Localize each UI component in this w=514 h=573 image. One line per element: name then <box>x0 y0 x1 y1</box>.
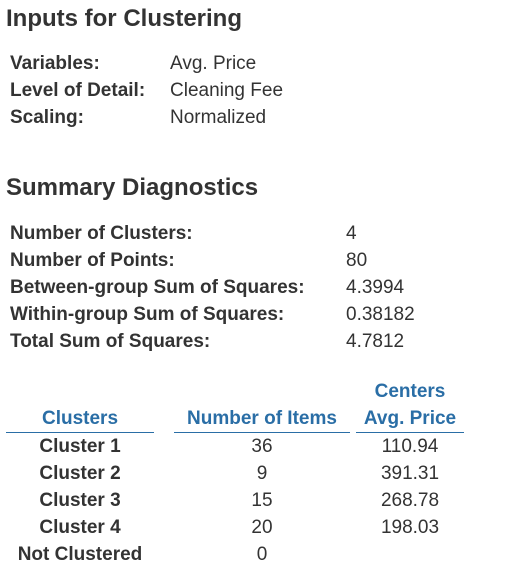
summary-row-number-of-clusters: Number of Clusters: 4 <box>10 220 415 247</box>
summary-value: 80 <box>346 250 368 271</box>
table-row: Cluster 4 20 198.03 <box>6 514 464 541</box>
cluster-items: 0 <box>256 544 268 565</box>
table-row: Cluster 1 36 110.94 <box>6 433 464 461</box>
cluster-items: 36 <box>251 436 273 457</box>
summary-label: Number of Points: <box>10 250 175 271</box>
inputs-value: Cleaning Fee <box>170 80 284 101</box>
inputs-value: Avg. Price <box>170 53 257 74</box>
summary-row-total-ss: Total Sum of Squares: 4.7812 <box>10 328 415 355</box>
summary-label: Between-group Sum of Squares: <box>10 277 305 298</box>
cluster-name: Cluster 3 <box>39 490 121 511</box>
cluster-center: 198.03 <box>380 517 440 538</box>
inputs-label: Level of Detail: <box>10 80 146 101</box>
cluster-center <box>356 541 464 568</box>
summary-row-between-group-ss: Between-group Sum of Squares: 4.3994 <box>10 274 415 301</box>
cluster-center: 391.31 <box>380 463 440 484</box>
clusters-group-header-row: Centers <box>6 378 464 405</box>
summary-value: 4.7812 <box>346 331 405 352</box>
inputs-label: Variables: <box>10 53 100 74</box>
clusters-table: Centers Clusters Number of Items Avg. Pr… <box>6 378 464 568</box>
cluster-name: Not Clustered <box>17 544 143 565</box>
number-of-items-column-header: Number of Items <box>174 405 350 433</box>
summary-label: Number of Clusters: <box>10 223 193 244</box>
summary-label: Total Sum of Squares: <box>10 331 211 352</box>
cluster-center: 268.78 <box>380 490 440 511</box>
summary-row-within-group-ss: Within-group Sum of Squares: 0.38182 <box>10 301 415 328</box>
inputs-row-level-of-detail: Level of Detail: Cleaning Fee <box>10 77 283 104</box>
cluster-name: Cluster 2 <box>39 463 121 484</box>
inputs-row-scaling: Scaling: Normalized <box>10 104 283 131</box>
summary-title: Summary Diagnostics <box>6 174 259 201</box>
cluster-name: Cluster 4 <box>39 517 121 538</box>
table-row: Cluster 2 9 391.31 <box>6 460 464 487</box>
clusters-column-header: Clusters <box>6 405 154 433</box>
inputs-value: Normalized <box>170 107 267 128</box>
centers-group-header: Centers <box>374 381 446 402</box>
inputs-table: Variables: Avg. Price Level of Detail: C… <box>10 50 283 131</box>
clusters-header-row: Clusters Number of Items Avg. Price <box>6 405 464 433</box>
summary-table: Number of Clusters: 4 Number of Points: … <box>10 220 415 355</box>
summary-value: 4.3994 <box>346 277 405 298</box>
inputs-title: Inputs for Clustering <box>6 5 242 32</box>
table-row: Cluster 3 15 268.78 <box>6 487 464 514</box>
summary-label: Within-group Sum of Squares: <box>10 304 285 325</box>
cluster-center: 110.94 <box>381 436 439 457</box>
cluster-items: 20 <box>251 517 273 538</box>
cluster-items: 9 <box>256 463 268 484</box>
summary-row-number-of-points: Number of Points: 80 <box>10 247 415 274</box>
summary-value: 0.38182 <box>346 304 415 325</box>
summary-value: 4 <box>346 223 357 244</box>
table-row: Not Clustered 0 <box>6 541 464 568</box>
cluster-name: Cluster 1 <box>39 436 121 457</box>
cluster-items: 15 <box>251 490 273 511</box>
avg-price-column-header: Avg. Price <box>356 405 464 433</box>
inputs-label: Scaling: <box>10 107 84 128</box>
inputs-row-variables: Variables: Avg. Price <box>10 50 283 77</box>
